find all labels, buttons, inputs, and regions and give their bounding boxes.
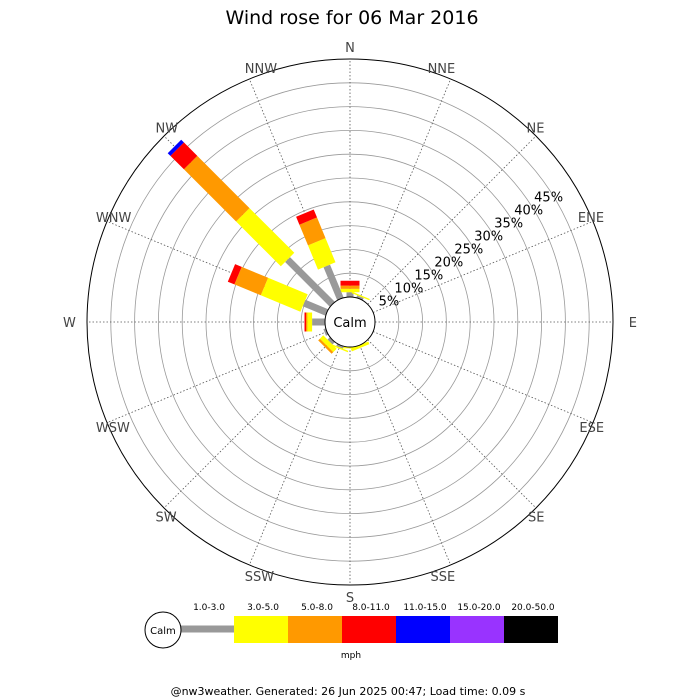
legend-calm-label: Calm [150,626,176,637]
radial-tick-label: 10% [394,281,423,296]
radial-tick-label: 20% [434,256,463,271]
calm-label: Calm [333,316,366,331]
bar-nw-bin-2 [183,155,250,222]
bar-n-bin-1 [340,288,360,293]
legend-label-bin-0: 1.0-3.0 [193,603,225,613]
bar-wnw-bin-3 [227,264,242,285]
legend-label-bin-4: 11.0-15.0 [403,603,447,613]
bar-sw-bin-1 [319,335,337,353]
bar-w-bin-2 [306,312,308,332]
bar-w-bin-1 [307,312,313,332]
legend-label-bin-5: 15.0-20.0 [457,603,501,613]
spoke-nne [359,78,452,300]
spoke-ene [372,220,594,313]
direction-label-wnw: WNW [96,211,132,226]
direction-label-nne: NNE [428,62,456,77]
bar-sse-bin-1 [350,341,370,352]
legend-swatch-bin-2 [288,616,342,643]
legend-label-bin-3: 8.0-11.0 [352,603,390,613]
direction-label-ne: NE [527,122,545,137]
bar-nnw-bin-0 [323,264,344,301]
direction-label-ssw: SSW [245,570,275,585]
bar-nw-bin-4 [167,139,184,156]
legend-label-bin-1: 3.0-5.0 [247,603,279,613]
bar-sw-bin-0 [327,337,335,345]
radial-tick-label: 25% [454,243,483,258]
direction-label-sw: SW [156,510,177,525]
direction-label-ese: ESE [579,421,604,436]
radial-tick-label: 40% [514,204,543,219]
legend-swatch-bin-1 [234,616,288,643]
direction-label-n: N [345,41,355,56]
legend-label-bin-2: 5.0-8.0 [301,603,333,613]
bar-s-bin-1 [340,347,360,349]
spoke-ne [367,135,537,305]
radial-tick-label: 35% [494,217,523,232]
direction-label-e: E [629,316,637,331]
bar-nw-bin-1 [236,208,295,267]
legend-swatch-bin-5 [450,616,504,643]
bar-ssw-bin-0 [336,343,344,349]
legend: Calm mph 1.0-3.0 3.0-5.0 5.0-8.0 8.0-11.0 11… [144,603,558,661]
legend-calm-circle [144,611,182,649]
spoke-ese [372,331,594,424]
bar-wsw-bin-0 [323,328,329,336]
direction-label-sse: SSE [431,570,456,585]
bar-nnw-bin-2 [299,217,326,246]
legend-swatch-bin-6 [504,616,558,643]
legend-swatch-bin-3 [342,616,396,643]
legend-unit-label: mph [341,651,361,661]
spoke-wsw [106,331,328,424]
bar-n-bin-0 [346,292,354,297]
direction-label-se: SE [528,510,544,525]
grid-ring [181,153,519,491]
grid-ring [276,248,423,395]
bar-w-bin-3 [304,312,306,332]
footer-text: @nw3weather. Generated: 26 Jun 2025 00:4… [171,685,526,698]
direction-label-nw: NW [156,122,179,137]
bar-nne-bin-1 [351,291,370,301]
bar-wnw-bin-0 [302,299,329,316]
radial-tick-labels: 5%10%15%20%25%30%35%40%45% [379,191,563,310]
wind-bars [167,139,370,354]
radial-tick-label: 5% [379,294,400,309]
spoke-se [367,339,537,509]
bar-nnw-bin-3 [296,209,317,225]
bar-n-bin-3 [340,280,360,286]
bar-nne-bin-0 [356,295,364,301]
bar-n-bin-2 [340,285,360,289]
grid-ring [157,129,543,515]
direction-label-nnw: NNW [245,62,277,77]
bar-w-bin-0 [312,318,325,326]
chart-title: Wind rose for 06 Mar 2016 [225,7,478,29]
radial-tick-label: 15% [414,268,443,283]
direction-label-s: S [346,591,354,606]
direction-label-ene: ENE [578,211,604,226]
outer-ring [86,58,614,586]
direction-labels: N NNE NE ENE E ESE SE SSE S SSW SW WSW W WNW NW NNW [63,41,637,606]
bar-ssw-bin-1 [330,343,349,353]
bar-nnw-bin-1 [308,238,336,270]
bar-wnw-bin-1 [260,277,308,312]
radial-tick-label: 45% [534,191,563,206]
calm-circle: Calm [324,296,376,348]
legend-swatch-bin-4 [396,616,450,643]
bar-nw-bin-3 [170,142,198,170]
spoke-ssw [248,344,341,566]
bar-sw-bin-2 [318,338,334,354]
grid-ring [300,272,400,372]
spoke-sse [359,344,452,566]
legend-label-bin-6: 20.0-50.0 [511,603,555,613]
bar-wnw-bin-2 [234,266,269,296]
radial-tick-label: 30% [474,230,503,245]
bar-nw-bin-0 [285,257,335,307]
direction-label-wsw: WSW [96,421,130,436]
spoke-sw [163,339,333,509]
direction-label-w: W [63,316,76,331]
